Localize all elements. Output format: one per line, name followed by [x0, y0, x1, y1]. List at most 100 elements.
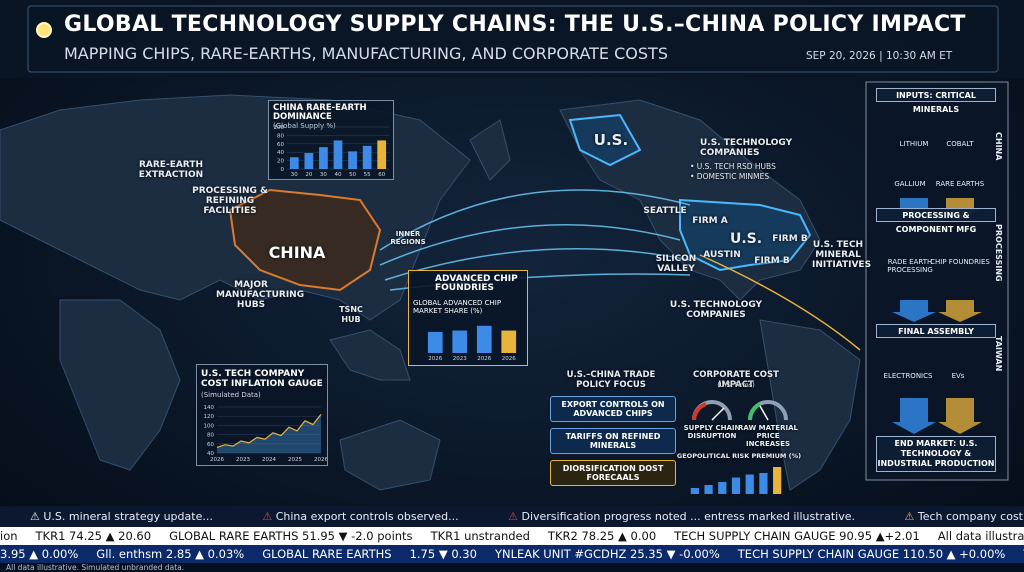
y-tick-label: 0 — [281, 167, 285, 173]
x-tick-label: 2026 — [210, 457, 224, 463]
ticker-item: GLOBAL RARE EARTHS 51.95 ▼ -2.0 points — [169, 529, 413, 543]
map-label: U.S. — [593, 131, 629, 149]
flow-step: INPUTS: CRITICAL MINERALS — [876, 88, 996, 114]
flow-item: RADE EARTH PROCESSING — [887, 258, 933, 274]
bar — [718, 482, 727, 494]
y-tick-label: 120 — [204, 414, 215, 420]
ticker: ion TKR1 74.25 ▲ 20.60 GLOBAL RARE EARTHS … — [0, 527, 1024, 545]
y-tick-label: 20 — [277, 159, 284, 165]
bar — [731, 477, 741, 494]
bar — [773, 467, 782, 494]
bar — [690, 488, 699, 494]
bar — [304, 153, 314, 169]
side-label: PROCESSING — [994, 224, 1003, 282]
bar — [377, 140, 387, 169]
y-tick-label: 140 — [204, 405, 215, 411]
policy-item: DIORSIFICATION DOST FORECAALS — [550, 460, 676, 486]
map-label: U.S. TECHNOLOGY COMPANIES — [669, 300, 763, 320]
y-tick-label: 80 — [207, 433, 214, 439]
ticker-item: 3.95 ▲ 0.00% — [0, 547, 79, 561]
y-tick-label: 40 — [207, 451, 214, 457]
bar — [333, 140, 343, 169]
ticker-item: Gll. enthsm 2.85 ▲ 0.03% — [96, 547, 245, 561]
x-tick-label: 40 — [335, 172, 342, 178]
flow-step: FINAL ASSEMBLY — [876, 324, 996, 338]
ticker-item: 1.75 ▼ 0.30 — [409, 547, 477, 561]
map-label: TSNC HUB — [339, 305, 363, 324]
map-label: • DOMESTIC MINMES — [690, 172, 770, 181]
side-label: CHINA — [994, 132, 1003, 161]
map-label: FIRM A — [692, 216, 728, 226]
flow-item: EVs — [951, 372, 965, 380]
flow-step: PROCESSING & COMPONENT MFG — [876, 208, 996, 234]
map-label: RARE-EARTH EXTRACTION — [138, 160, 204, 180]
mini-chart: 0 20 40 60 80 100 30 20 30 40 50 55 60 — [274, 125, 389, 178]
y-tick-label: 80 — [277, 133, 284, 139]
policy-item: TARIFFS ON REFINED MINERALS — [550, 428, 676, 454]
chart-subtitle: (Global Supply %) — [273, 122, 336, 130]
bar — [452, 330, 468, 353]
date: SEP 20, 2026 | 10:30 AM ET — [806, 50, 953, 62]
ticker-item: YNLEAK UNIT #GCDHZ 25.35 ▼ -0.00% — [494, 547, 720, 561]
x-tick-label: 2026 — [314, 457, 327, 463]
x-tick-label: 50 — [349, 172, 356, 178]
ticker-item: TECH SUPPLY CHAIN GAUGE 110.50 ▲ +0.00% — [737, 547, 1006, 561]
bar — [289, 157, 299, 169]
section-subtitle: (U.S. Firms) — [717, 381, 755, 389]
ticker: 3.95 ▲ 0.00% Gll. enthsm 2.85 ▲ 0.03% GLOB… — [0, 545, 1024, 563]
bar — [476, 325, 492, 353]
flow-item: LITHIUM — [899, 140, 929, 148]
gauge-label: RAW MATERIAL PRICE INCREASES — [738, 424, 798, 448]
map-label: AUSTIN — [703, 250, 741, 260]
flow-item: COBALT — [946, 140, 974, 148]
bar — [501, 330, 517, 353]
x-tick-label: 2023 — [453, 356, 467, 362]
alerts-bar: ⚠ U.S. mineral strategy update... ⚠ Chin… — [0, 508, 1024, 526]
map-label: PROCESSING & REFINING FACILITIES — [192, 186, 268, 216]
ticker-item: All data illustrative onl — [937, 529, 1024, 543]
x-tick-label: 2024 — [262, 457, 276, 463]
map-label: U.S. TECHNOLOGY COMPANIES — [700, 138, 793, 158]
alert: China export controls observed... — [275, 510, 459, 523]
ticker-item: GLOBAL RARE EARTHS — [262, 547, 392, 561]
gauge-label: SUPPLY CHAIN DISRUPTION — [683, 424, 741, 440]
policy-item: EXPORT CONTROLS ON ADVANCED CHIPS — [550, 396, 676, 422]
flow-step: END MARKET: U.S. TECHNOLOGY & INDUSTRIAL… — [876, 436, 996, 472]
line — [216, 413, 322, 449]
map-label: FIRM B — [772, 234, 808, 244]
ticker-item: TKR1 unstranded — [430, 529, 530, 543]
chart-subtitle: (Simulated Data) — [201, 391, 261, 399]
y-tick-label: 40 — [277, 150, 284, 156]
section-title: CORPORATE COST IMPACT — [693, 370, 779, 390]
x-tick-label: 2023 — [236, 457, 250, 463]
y-tick-label: 100 — [204, 423, 215, 429]
x-tick-label: 2025 — [288, 457, 302, 463]
chart-title: ADVANCED CHIP FOUNDRIES — [435, 274, 518, 293]
x-tick-label: 60 — [378, 172, 385, 178]
map-label: • U.S. TECH RSD HUBS — [690, 162, 776, 171]
bar — [427, 331, 443, 353]
flow-item: ELECTRONICS — [883, 372, 933, 380]
area — [217, 414, 321, 453]
map-label: U.S. TECH MINERAL INITIATIVES — [812, 240, 872, 270]
bar — [745, 474, 754, 494]
map-label: U.S. — [729, 231, 763, 247]
bar — [319, 147, 328, 169]
map-label: CHINA — [268, 243, 326, 262]
side-label: TAIWAN — [994, 336, 1003, 372]
map-label: INNER REGIONS — [390, 230, 426, 246]
bar — [759, 473, 768, 494]
chart-panel: ADVANCED CHIP FOUNDRIES GLOBAL ADVANCED … — [408, 270, 528, 366]
flow-item: RARE EARTHS — [935, 180, 985, 188]
chart-subtitle: GLOBAL ADVANCED CHIP MARKET SHARE (%) — [413, 299, 502, 315]
x-tick-label: 55 — [364, 172, 371, 178]
alert: Tech company cost forecasts ... marked i… — [917, 510, 1024, 523]
ticker-item: ion — [0, 529, 18, 543]
subtitle: MAPPING CHIPS, RARE-EARTHS, MANUFACTURIN… — [64, 44, 668, 63]
mini-chart: 40 60 80 100 120 140 2026 2023 2024 2025 2026 — [204, 405, 328, 463]
x-tick-label: 2026 — [502, 356, 516, 362]
map-label: SILICON VALLEY — [655, 254, 697, 274]
footer: All data illustrative. Simulated unbrand… — [6, 563, 185, 572]
alert: U.S. mineral strategy update... — [43, 510, 213, 523]
